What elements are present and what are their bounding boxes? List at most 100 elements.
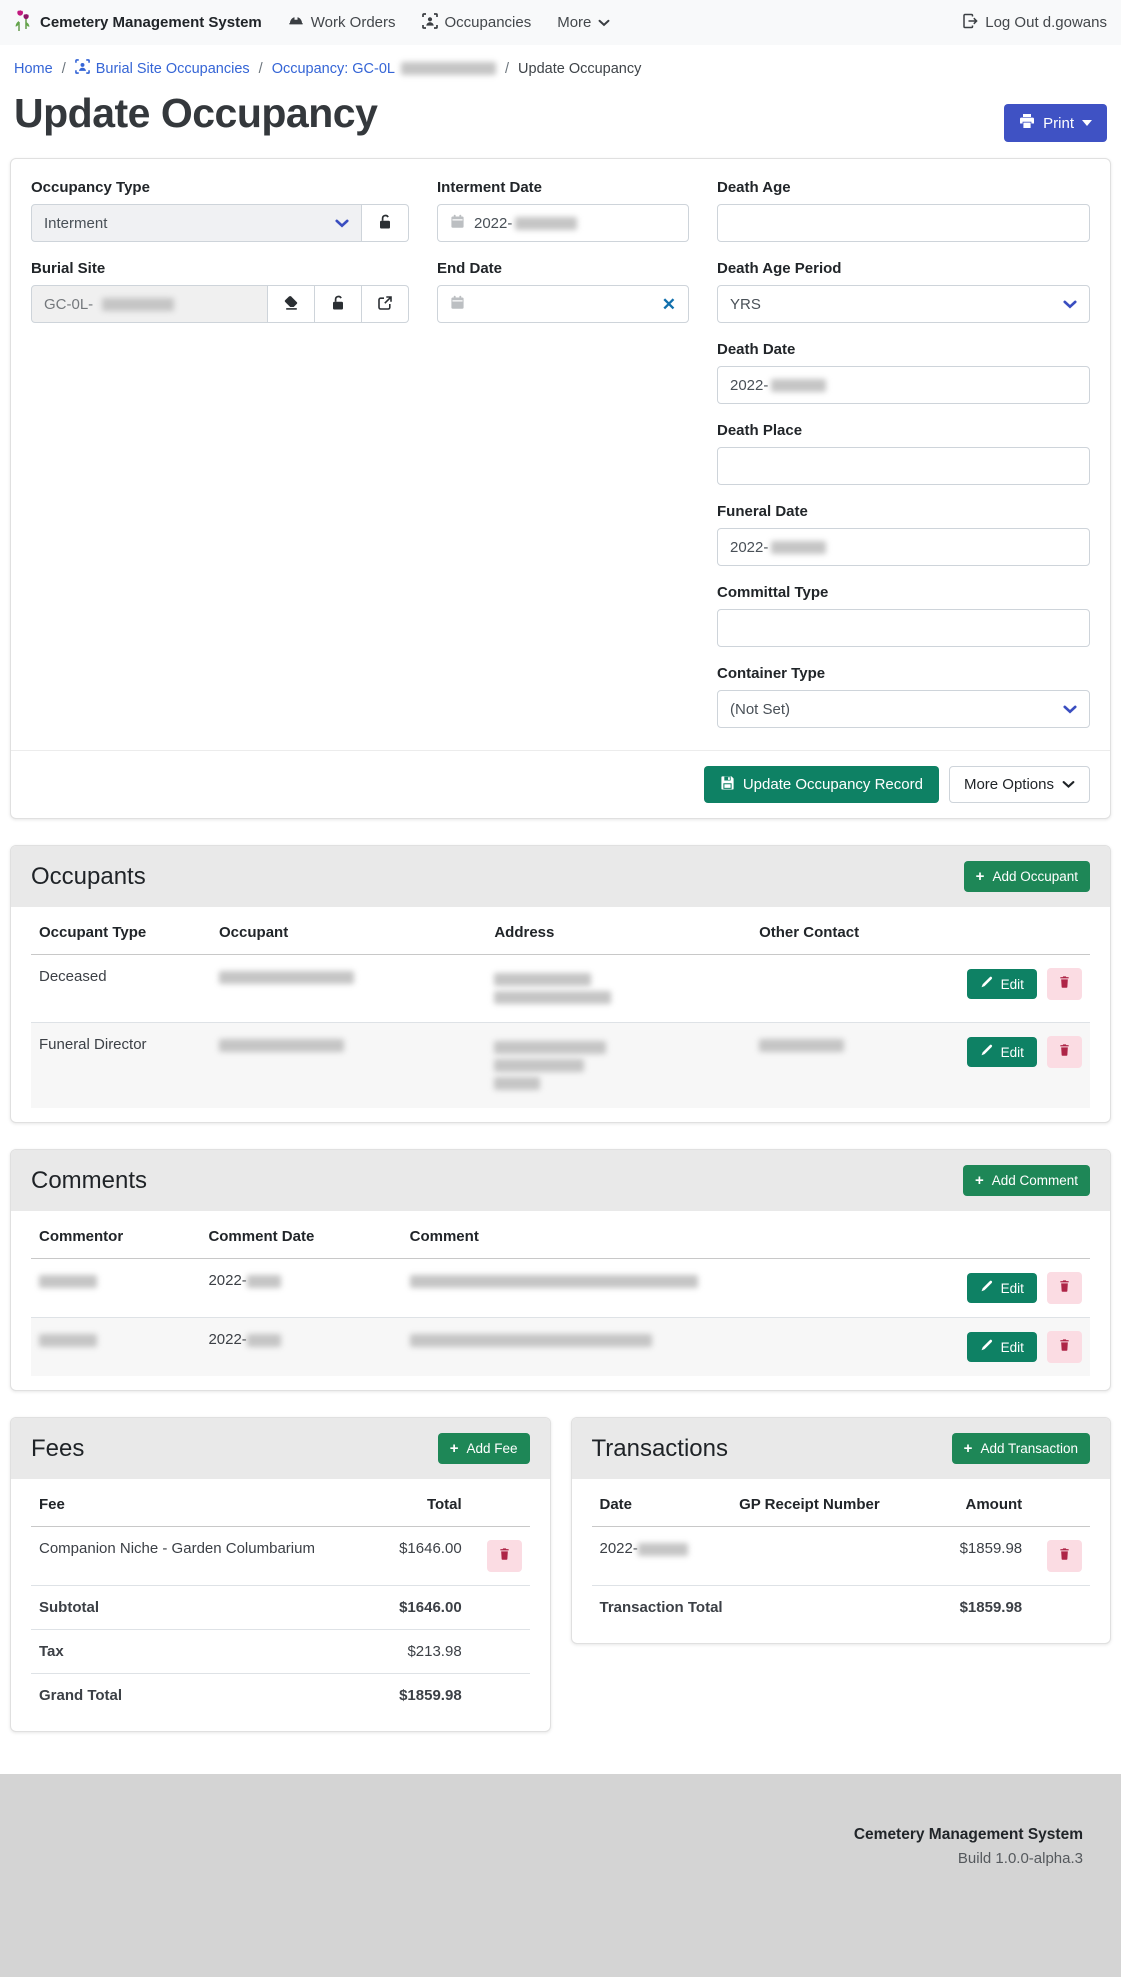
unlock-burial-site-button[interactable]: [315, 285, 362, 323]
occupants-table: Occupant Type Occupant Address Other Con…: [31, 911, 1090, 1108]
add-comment-button[interactable]: + Add Comment: [962, 1165, 1090, 1196]
brand-title: Cemetery Management System: [40, 14, 262, 31]
box-arrow-up-right-icon: [377, 295, 393, 314]
edit-comment-button[interactable]: Edit: [966, 1273, 1037, 1303]
add-occupant-button[interactable]: + Add Occupant: [963, 861, 1090, 892]
nav-more[interactable]: More: [557, 14, 610, 31]
death-age-input[interactable]: [717, 204, 1090, 242]
death-place-label: Death Place: [717, 422, 803, 439]
column-header: Comment Date: [200, 1215, 402, 1259]
table-row: Funeral Director Edit: [31, 1022, 1090, 1108]
edit-comment-button[interactable]: Edit: [966, 1332, 1037, 1362]
summary-value: $213.98: [369, 1629, 470, 1674]
interment-date-value-prefix: 2022-: [474, 214, 513, 232]
fees-grand-total-row: Grand Total $1859.98: [31, 1673, 530, 1717]
death-date-label: Death Date: [717, 341, 796, 358]
chevron-down-icon: [1063, 296, 1077, 313]
update-occupancy-record-button[interactable]: Update Occupancy Record: [703, 766, 939, 803]
more-options-label: More Options: [963, 776, 1054, 793]
death-date-input[interactable]: 2022-: [717, 366, 1090, 404]
nav-label: Occupancies: [444, 14, 532, 31]
redacted-text: [409, 1333, 652, 1347]
edit-label: Edit: [1000, 1339, 1024, 1355]
edit-occupant-button[interactable]: Edit: [966, 969, 1037, 999]
caret-down-icon: [1082, 120, 1092, 126]
nav-occupancies[interactable]: Occupancies: [421, 12, 532, 33]
occupancy-type-label: Occupancy Type: [31, 179, 150, 196]
calendar-icon: [450, 295, 465, 314]
add-fee-button[interactable]: + Add Fee: [437, 1433, 530, 1464]
nav-label: Work Orders: [310, 14, 396, 31]
container-type-select[interactable]: (Not Set): [717, 690, 1090, 728]
interment-date-input[interactable]: 2022-: [437, 204, 689, 242]
site-footer: Cemetery Management System Build 1.0.0-a…: [0, 1774, 1121, 1977]
column-header: Total: [369, 1483, 470, 1527]
add-transaction-button[interactable]: + Add Transaction: [951, 1433, 1090, 1464]
transactions-table: Date GP Receipt Number Amount 2022- $185…: [591, 1483, 1090, 1629]
table-row: 2022- Edit: [31, 1317, 1090, 1376]
top-navbar: Cemetery Management System Work Orders O…: [0, 0, 1121, 45]
delete-occupant-button[interactable]: [1047, 1036, 1082, 1068]
breadcrumb-home[interactable]: Home: [14, 60, 53, 77]
redacted-text: [39, 1274, 97, 1288]
committal-type-label: Committal Type: [717, 584, 829, 601]
add-occupant-label: Add Occupant: [992, 869, 1078, 884]
save-icon: [720, 775, 735, 794]
delete-comment-button[interactable]: [1047, 1331, 1082, 1363]
breadcrumb-current: Update Occupancy: [518, 60, 642, 77]
death-age-period-value: YRS: [730, 295, 761, 313]
death-age-period-label: Death Age Period: [717, 260, 842, 277]
edit-occupant-button[interactable]: Edit: [966, 1037, 1037, 1067]
redacted-text: [409, 1274, 698, 1288]
box-arrow-right-icon: [962, 13, 978, 33]
breadcrumb-separator: /: [258, 60, 263, 77]
breadcrumb-occupancy[interactable]: Occupancy: GC-0L: [272, 61, 496, 77]
end-date-input[interactable]: ✕: [437, 285, 689, 323]
unlock-occupancy-type-button[interactable]: [362, 204, 409, 242]
logout-link[interactable]: Log Out d.gowans: [962, 13, 1107, 33]
redacted-text: [246, 1274, 281, 1288]
pencil-icon: [980, 1280, 993, 1296]
eraser-icon: [283, 295, 299, 314]
death-age-period-select[interactable]: YRS: [717, 285, 1090, 323]
more-options-button[interactable]: More Options: [948, 766, 1090, 803]
summary-value: $1859.98: [369, 1673, 470, 1717]
plus-icon: +: [974, 1172, 984, 1189]
delete-comment-button[interactable]: [1047, 1272, 1082, 1304]
occupancy-type-select[interactable]: Interment: [31, 204, 362, 242]
pencil-icon: [980, 1339, 993, 1355]
unlock-icon: [330, 295, 346, 314]
breadcrumb: Home / Burial Site Occupancies / Occupan…: [0, 45, 1121, 88]
clear-end-date-icon[interactable]: ✕: [661, 294, 676, 314]
transaction-amount-cell: $1859.98: [959, 1540, 1023, 1557]
delete-occupant-button[interactable]: [1047, 968, 1082, 1000]
burial-site-input[interactable]: GC-0L-: [31, 285, 268, 323]
transactions-title: Transactions: [591, 1434, 729, 1462]
redacted-text: [759, 1038, 845, 1052]
redacted-text: [494, 973, 592, 986]
print-button[interactable]: Print: [1004, 104, 1107, 142]
trash-icon: [1058, 1043, 1071, 1061]
committal-type-input[interactable]: [717, 609, 1090, 647]
container-type-label: Container Type: [717, 665, 826, 682]
plus-icon: +: [975, 868, 985, 885]
fees-title: Fees: [31, 1434, 85, 1462]
clear-burial-site-button[interactable]: [268, 285, 315, 323]
occupant-type-cell: Deceased: [39, 968, 107, 985]
funeral-date-input[interactable]: 2022-: [717, 528, 1090, 566]
occupants-title: Occupants: [31, 862, 146, 890]
update-label: Update Occupancy Record: [742, 776, 923, 793]
pencil-icon: [980, 976, 993, 992]
summary-value: $1646.00: [369, 1585, 470, 1630]
delete-fee-button[interactable]: [486, 1540, 522, 1572]
nav-work-orders[interactable]: Work Orders: [288, 13, 396, 33]
fees-tax-row: Tax $213.98: [31, 1629, 530, 1674]
breadcrumb-burial-site-occupancies[interactable]: Burial Site Occupancies: [74, 59, 250, 78]
occupancy-form-card: Occupancy Type Interment: [10, 158, 1111, 819]
delete-transaction-button[interactable]: [1047, 1540, 1082, 1572]
open-burial-site-button[interactable]: [362, 285, 409, 323]
burial-site-label: Burial Site: [31, 260, 106, 277]
edit-label: Edit: [1000, 1044, 1024, 1060]
death-place-input[interactable]: [717, 447, 1090, 485]
chevron-down-icon: [335, 215, 349, 232]
